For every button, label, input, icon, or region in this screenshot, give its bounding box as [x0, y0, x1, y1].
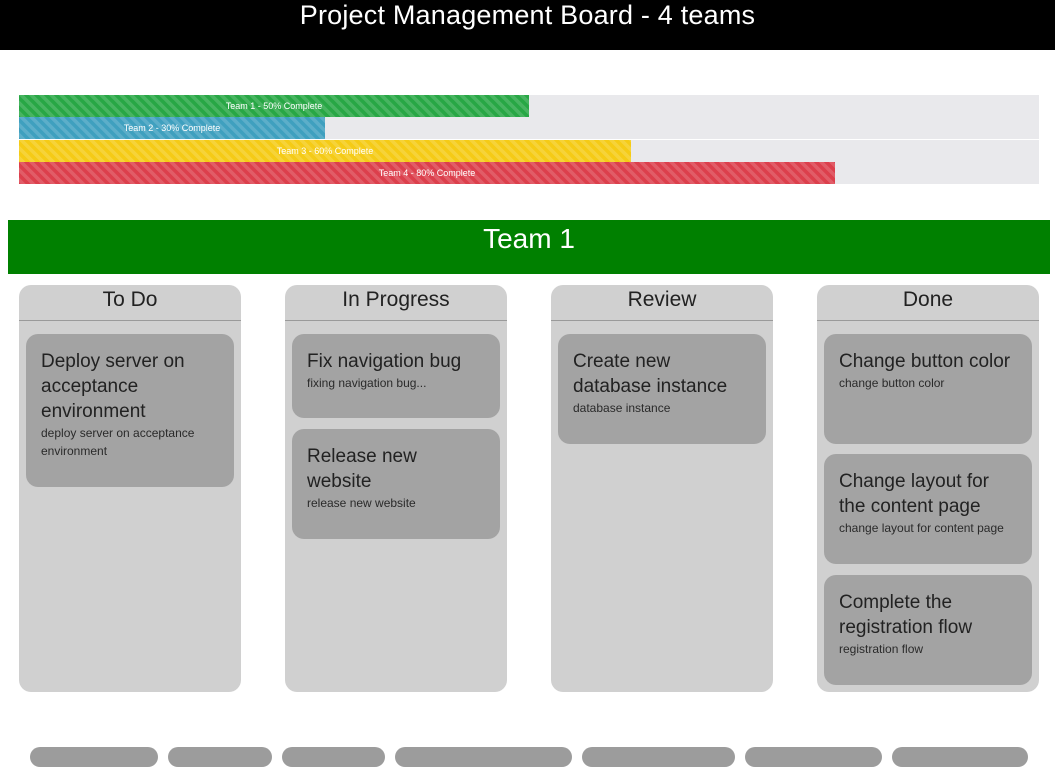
progress-label-team-4: Team 4 - 80% Complete: [378, 168, 476, 178]
progress-bar-team-3: Team 3 - 60% Complete: [19, 140, 1039, 162]
card-description: database instance: [573, 401, 671, 415]
card-title: Deploy server on acceptance environment: [41, 351, 185, 422]
card-title: Create new database instance: [573, 351, 728, 397]
task-card[interactable]: Complete the registration flow registrat…: [824, 575, 1032, 685]
progress-fill-team-2: Team 2 - 30% Complete: [19, 117, 325, 139]
card-title: Release new website: [307, 446, 417, 492]
page-title: Project Management Board - 4 teams: [299, 0, 756, 30]
progress-fill-team-4: Team 4 - 80% Complete: [19, 162, 835, 184]
team-header: Team 1: [8, 220, 1050, 274]
card-description: change layout for content page: [839, 521, 1004, 535]
column-title: In Progress: [285, 285, 507, 321]
column-title: To Do: [19, 285, 241, 321]
card-title: Change button color: [839, 351, 1011, 372]
column-title: Review: [551, 285, 773, 321]
task-card[interactable]: Change button color change button color: [824, 334, 1032, 444]
team-tab[interactable]: [395, 747, 572, 767]
task-card[interactable]: Deploy server on acceptance environment …: [26, 334, 234, 487]
team-tab[interactable]: [30, 747, 158, 767]
column-title: Done: [817, 285, 1039, 321]
card-description: release new website: [307, 496, 416, 510]
progress-fill-team-3: Team 3 - 60% Complete: [19, 140, 631, 162]
column-done: Done Change button color change button c…: [817, 285, 1039, 692]
team-tab[interactable]: [582, 747, 735, 767]
card-description: change button color: [839, 376, 945, 390]
task-card[interactable]: Fix navigation bug fixing navigation bug…: [292, 334, 500, 418]
team-title: Team 1: [483, 223, 575, 254]
card-title: Complete the registration flow: [839, 592, 973, 638]
column-to-do: To Do Deploy server on acceptance enviro…: [19, 285, 241, 692]
team-tab[interactable]: [168, 747, 272, 767]
card-title: Fix navigation bug: [307, 351, 462, 372]
team-tab[interactable]: [892, 747, 1028, 767]
card-title: Change layout for the content page: [839, 471, 989, 517]
progress-bar-team-2: Team 2 - 30% Complete: [19, 117, 1039, 139]
progress-label-team-3: Team 3 - 60% Complete: [276, 146, 374, 156]
progress-bar-team-4: Team 4 - 80% Complete: [19, 162, 1039, 184]
team-tab[interactable]: [745, 747, 882, 767]
app-header: Project Management Board - 4 teams: [0, 0, 1055, 50]
progress-label-team-1: Team 1 - 50% Complete: [225, 101, 323, 111]
task-card[interactable]: Create new database instance database in…: [558, 334, 766, 444]
progress-label-team-2: Team 2 - 30% Complete: [123, 123, 221, 133]
task-card[interactable]: Change layout for the content page chang…: [824, 454, 1032, 564]
column-in-progress: In Progress Fix navigation bug fixing na…: [285, 285, 507, 692]
column-review: Review Create new database instance data…: [551, 285, 773, 692]
team-tab[interactable]: [282, 747, 385, 767]
card-description: deploy server on acceptance environment: [41, 426, 195, 458]
task-card[interactable]: Release new website release new website: [292, 429, 500, 539]
card-description: fixing navigation bug...: [307, 376, 427, 390]
progress-bar-team-1: Team 1 - 50% Complete: [19, 95, 1039, 117]
progress-fill-team-1: Team 1 - 50% Complete: [19, 95, 529, 117]
card-description: registration flow: [839, 642, 924, 656]
